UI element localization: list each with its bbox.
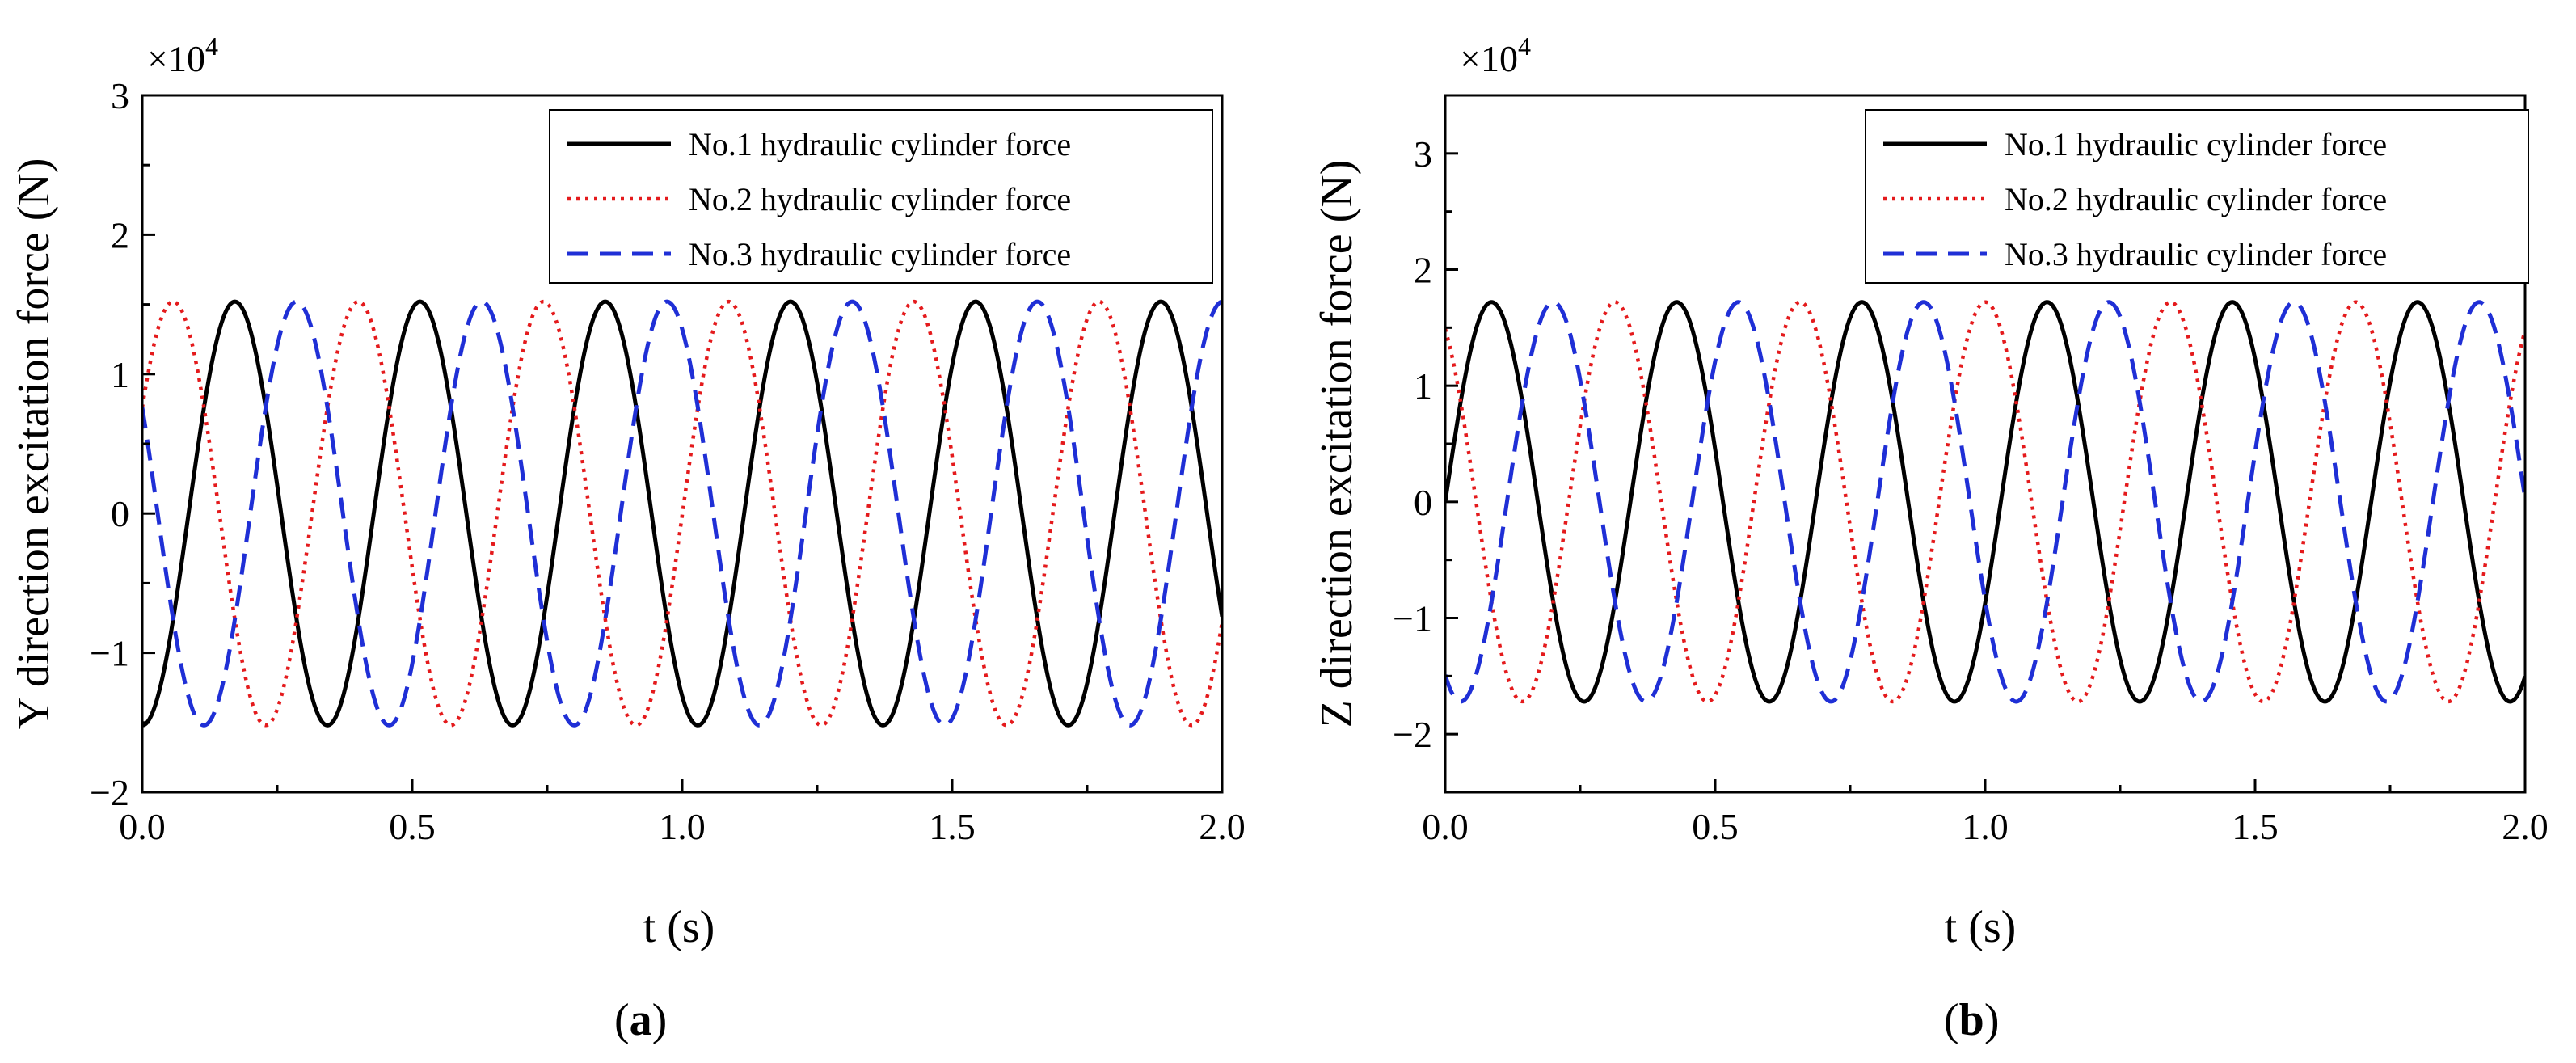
chart1-x-axis-title: t (s) <box>643 902 715 952</box>
chart1-x-tick-label: 1.0 <box>659 806 706 847</box>
chart1-y-tick-label: 0 <box>111 493 129 534</box>
chart1-series-3-line <box>142 299 1222 728</box>
chart2-legend-label-3: No.3 hydraulic cylinder force <box>2005 236 2387 272</box>
chart2-y-axis-title: Z direction excitation force (N) <box>1312 160 1362 728</box>
chart1-y-tick-label: −2 <box>90 772 129 813</box>
chart2-x-tick-label: 1.5 <box>2232 806 2279 847</box>
chart1-y-tick-label: 3 <box>111 75 129 116</box>
chart2-x-tick-label: 0.5 <box>1692 806 1739 847</box>
chart2-y-tick-label: 0 <box>1414 482 1432 523</box>
chart2-y-tick-label: 1 <box>1414 365 1432 407</box>
chart2-x-tick-label: 2.0 <box>2502 806 2549 847</box>
chart2-series-3-line <box>1445 300 2525 704</box>
chart1-x-tick-label: 1.5 <box>929 806 976 847</box>
chart2-y-tick-label: −1 <box>1393 598 1432 639</box>
chart1-y-axis-title: Y direction excitation force (N) <box>9 158 59 730</box>
chart1-legend-label-2: No.2 hydraulic cylinder force <box>689 181 1071 217</box>
chart1-y-tick-label: 2 <box>111 214 129 255</box>
chart2-x-tick-label: 1.0 <box>1962 806 2009 847</box>
chart1-x-tick-label: 0.0 <box>119 806 166 847</box>
chart2-series-2-line <box>1445 300 2525 704</box>
chart2-y-tick-label: 2 <box>1414 250 1432 291</box>
chart1-series-1-line <box>142 299 1222 728</box>
chart2-legend-box <box>1865 109 2529 284</box>
chart1-x-tick-label: 0.5 <box>389 806 436 847</box>
chart2-legend-label-1: No.1 hydraulic cylinder force <box>2005 126 2387 162</box>
chart1-legend-box <box>549 109 1213 284</box>
chart2-y-multiplier: ×104 <box>1460 32 1531 79</box>
chart2-y-tick-label: −2 <box>1393 714 1432 755</box>
chart2-series-1-line <box>1445 300 2525 704</box>
chart1-y-tick-label: 1 <box>111 354 129 395</box>
chart2-x-tick-label: 0.0 <box>1422 806 1469 847</box>
chart1-legend-label-3: No.3 hydraulic cylinder force <box>689 236 1071 272</box>
chart2-panel-label: (b) <box>1944 995 1999 1045</box>
chart1-panel-label: (a) <box>614 995 667 1045</box>
chart1-y-multiplier: ×104 <box>147 32 218 79</box>
chart1-y-tick-label: −1 <box>90 633 129 674</box>
chart2-legend-label-2: No.2 hydraulic cylinder force <box>2005 181 2387 217</box>
chart1-series-2-line <box>142 299 1222 728</box>
chart1-legend-label-1: No.1 hydraulic cylinder force <box>689 126 1071 162</box>
chart2-x-axis-title: t (s) <box>1945 902 2017 952</box>
chart2-y-tick-label: 3 <box>1414 133 1432 175</box>
chart1-x-tick-label: 2.0 <box>1199 806 1246 847</box>
